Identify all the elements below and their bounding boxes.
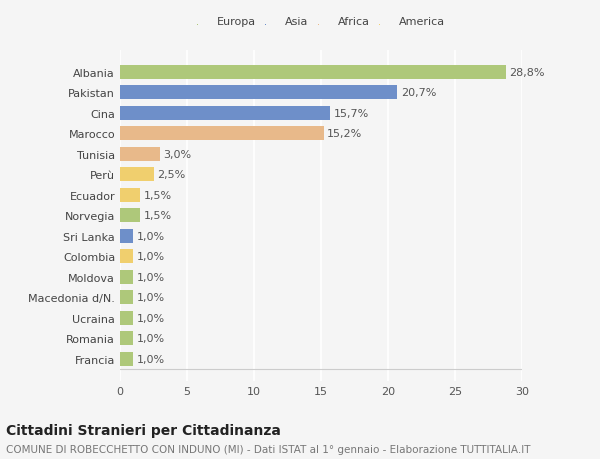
Legend: Europa, Asia, Africa, America: Europa, Asia, Africa, America	[194, 13, 448, 30]
Bar	[120, 209, 140, 223]
Text: 15,7%: 15,7%	[334, 108, 369, 118]
Text: 1,0%: 1,0%	[137, 334, 165, 343]
Text: 1,0%: 1,0%	[137, 292, 165, 302]
Text: COMUNE DI ROBECCHETTO CON INDUNO (MI) - Dati ISTAT al 1° gennaio - Elaborazione : COMUNE DI ROBECCHETTO CON INDUNO (MI) - …	[6, 444, 530, 454]
Bar	[120, 188, 140, 202]
Bar	[120, 66, 506, 79]
Bar	[120, 352, 133, 366]
Text: 1,0%: 1,0%	[137, 313, 165, 323]
Text: 1,0%: 1,0%	[137, 252, 165, 262]
Text: 20,7%: 20,7%	[401, 88, 436, 98]
Text: 2,5%: 2,5%	[157, 170, 185, 180]
Text: 1,0%: 1,0%	[137, 354, 165, 364]
Text: 15,2%: 15,2%	[327, 129, 362, 139]
Text: 28,8%: 28,8%	[509, 67, 545, 78]
Bar	[120, 270, 133, 284]
Bar	[120, 106, 331, 120]
Bar	[120, 291, 133, 305]
Text: 1,0%: 1,0%	[137, 272, 165, 282]
Text: 1,5%: 1,5%	[143, 211, 172, 221]
Text: 1,0%: 1,0%	[137, 231, 165, 241]
Bar	[120, 147, 160, 161]
Bar	[120, 86, 397, 100]
Bar	[120, 229, 133, 243]
Bar	[120, 250, 133, 263]
Bar	[120, 127, 323, 141]
Bar	[120, 168, 154, 182]
Bar	[120, 311, 133, 325]
Text: 3,0%: 3,0%	[164, 149, 191, 159]
Text: Cittadini Stranieri per Cittadinanza: Cittadini Stranieri per Cittadinanza	[6, 423, 281, 437]
Bar	[120, 331, 133, 346]
Text: 1,5%: 1,5%	[143, 190, 172, 200]
